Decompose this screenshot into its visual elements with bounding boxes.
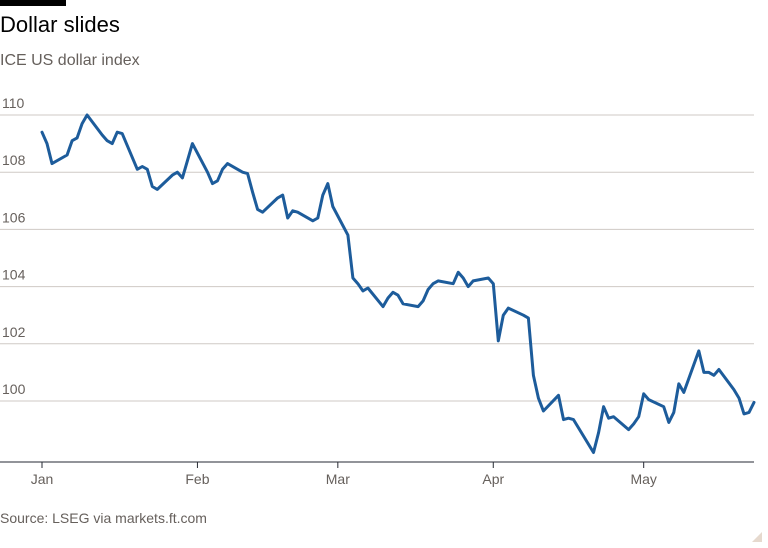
x-tick-label: Feb <box>185 471 209 487</box>
brand-bar <box>0 0 66 6</box>
series-layer <box>40 113 756 454</box>
y-axis-ticks: 100 102 104 106 108 110 <box>2 95 26 397</box>
y-tick-label: 110 <box>2 95 25 111</box>
corner-mark <box>752 532 762 542</box>
x-tick-label: May <box>630 471 656 487</box>
x-tick-label: Mar <box>326 471 350 487</box>
chart-title: Dollar slides <box>0 12 120 37</box>
y-tick-label: 108 <box>2 152 26 168</box>
x-tick-label: Jan <box>31 471 54 487</box>
y-tick-label: 104 <box>2 267 26 283</box>
source-note: Source: LSEG via markets.ft.com <box>0 510 207 526</box>
y-tick-label: 100 <box>2 381 26 397</box>
series-line <box>40 113 756 454</box>
gridlines <box>0 114 754 402</box>
y-tick-label: 106 <box>2 209 26 225</box>
y-tick-label: 102 <box>2 324 26 340</box>
chart-subtitle: ICE US dollar index <box>0 52 140 69</box>
x-axis-ticks: Jan Feb Mar Apr May <box>0 461 754 487</box>
x-tick-label: Apr <box>482 471 504 487</box>
